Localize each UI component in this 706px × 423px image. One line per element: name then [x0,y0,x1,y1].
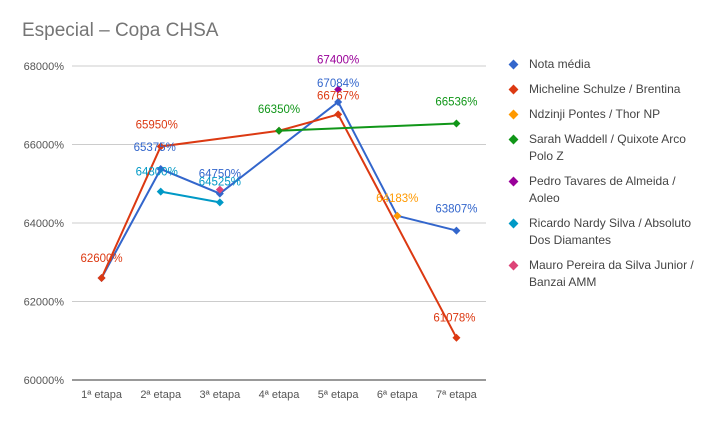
data-point [334,110,343,119]
legend-marker-icon [508,109,519,120]
y-tick-label: 68000% [24,61,65,73]
data-point [275,126,283,135]
data-label: 61078% [433,313,475,325]
y-tick-label: 66000% [24,140,65,152]
y-tick-label: 62000% [24,297,65,309]
x-tick-label: 3ª etapa [199,389,241,401]
data-label: 66767% [317,90,359,102]
data-point [334,97,343,106]
legend-marker-icon [508,176,519,187]
legend-item: Sarah Waddell / Quixote Arco Polo Z [508,131,703,165]
legend-item: Pedro Tavares de Almeida / Aoleo [508,173,703,207]
x-tick-label: 5ª etapa [318,389,360,401]
chart-title: Especial – Copa CHSA [22,20,219,41]
data-point [156,187,165,196]
data-label: 64183% [376,193,418,205]
data-point [156,165,165,174]
data-label: 66350% [258,104,300,116]
x-tick-label: 4ª etapa [259,389,301,401]
legend-marker-icon [508,260,519,271]
legend-marker-icon [508,84,519,95]
x-tick-label: 6ª etapa [377,389,419,401]
x-tick-label: 1ª etapa [81,389,123,401]
data-label: 63807% [435,204,477,216]
series-line [100,100,457,279]
data-label: 65950% [136,119,178,131]
legend-label: Micheline Schulze / Brentina [529,82,681,96]
legend-item: Nota média [508,56,703,73]
legend-label: Ndzinji Pontes / Thor NP [529,107,661,121]
data-point [334,85,343,94]
data-point [452,119,461,128]
legend: Nota média Micheline Schulze / Brentina Nd… [508,56,703,299]
data-label: 64800% [136,167,178,179]
legend-item: Micheline Schulze / Brentina [508,81,703,98]
data-label: 66536% [435,96,477,108]
data-label: 67084% [317,78,359,90]
data-label: 67400% [317,55,359,67]
y-tick-label: 60000% [24,375,65,387]
series-line [278,122,457,132]
legend-label: Mauro Pereira da Silva Junior / Banzai A… [529,258,694,289]
data-point [452,333,461,342]
legend-marker-icon [508,134,519,145]
data-label: 62600% [80,253,122,265]
legend-label: Pedro Tavares de Almeida / Aoleo [529,174,676,205]
data-label: 64525% [199,176,241,188]
legend-item: Ricardo Nardy Silva / Absoluto Dos Diama… [508,215,703,249]
legend-label: Nota média [529,57,591,71]
legend-marker-icon [508,218,519,229]
x-tick-label: 2ª etapa [140,389,182,401]
y-tick-label: 64000% [24,218,65,230]
legend-label: Sarah Waddell / Quixote Arco Polo Z [529,132,686,163]
data-point [393,211,402,220]
legend-marker-icon [508,59,519,70]
x-tick-label: 7ª etapa [436,389,478,401]
legend-label: Ricardo Nardy Silva / Absoluto Dos Diama… [529,216,692,247]
series-line [160,190,221,204]
data-point [97,273,106,282]
legend-item: Ndzinji Pontes / Thor NP [508,106,703,123]
data-point [215,185,224,194]
data-point [452,226,461,235]
data-point [156,142,165,151]
legend-item: Mauro Pereira da Silva Junior / Banzai A… [508,257,703,291]
data-label: 65375% [134,142,176,154]
data-label: 64750% [199,169,241,181]
data-point [215,198,224,207]
